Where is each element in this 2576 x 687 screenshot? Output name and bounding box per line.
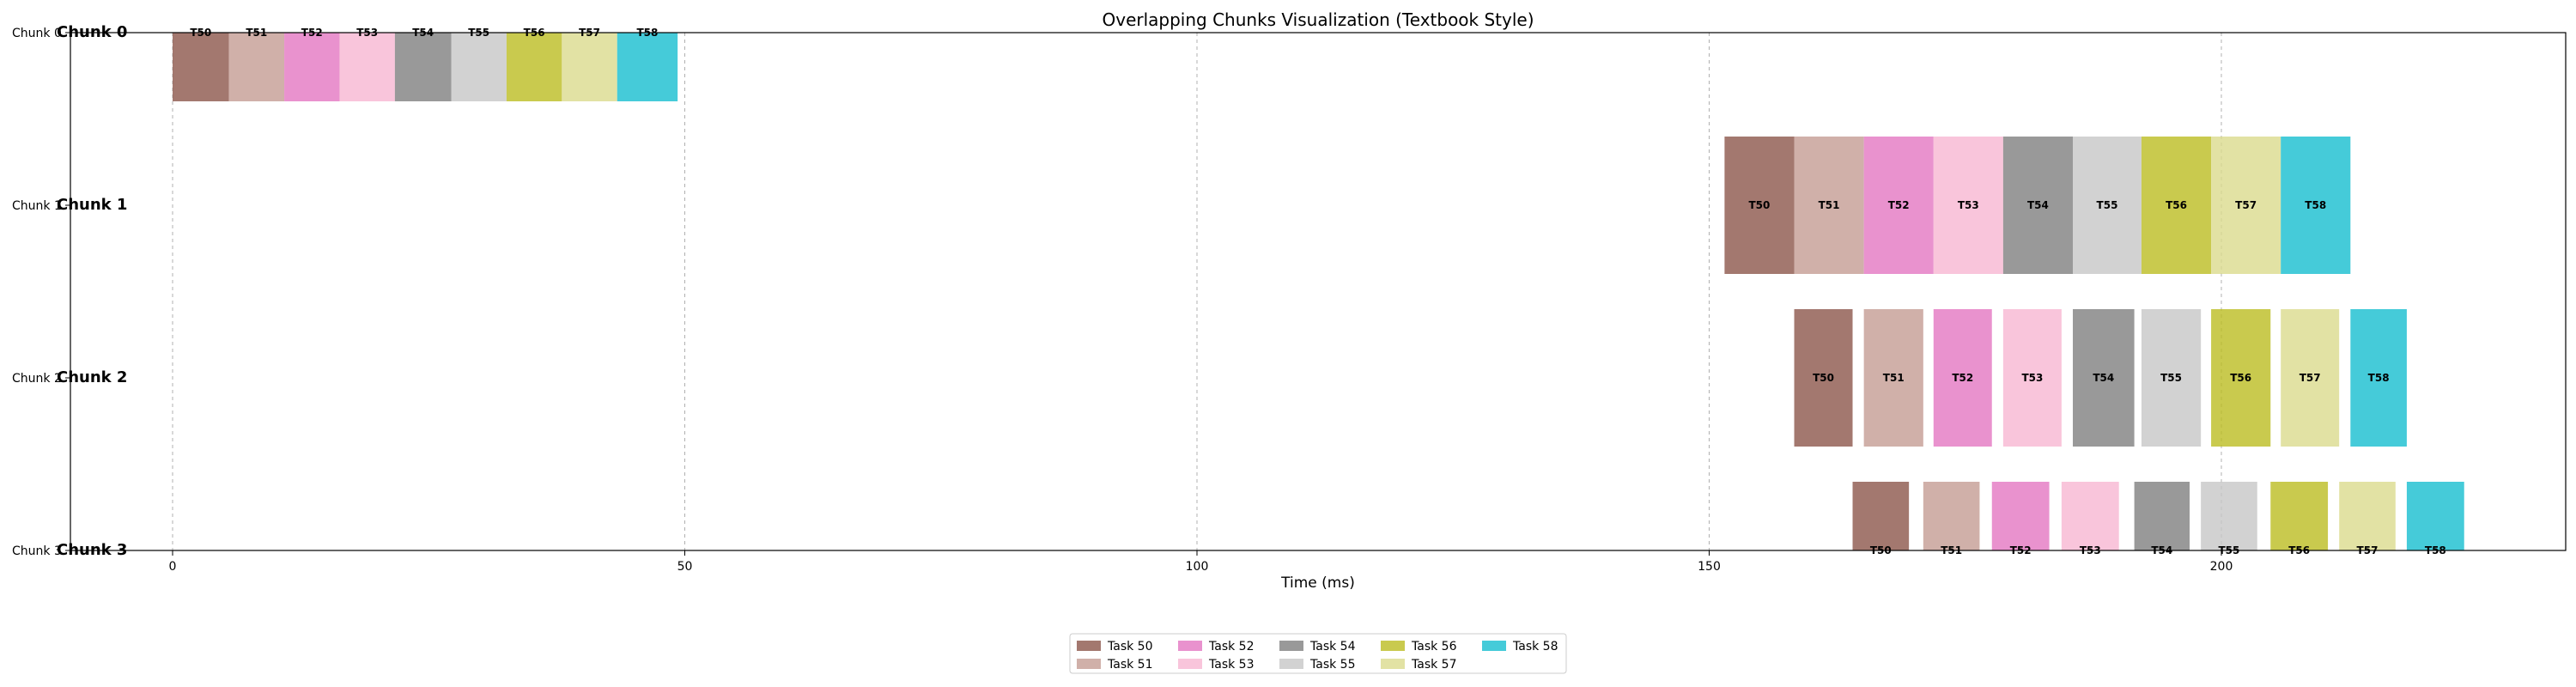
y-tick-label: Chunk 1 [12, 199, 62, 213]
legend-swatch [1178, 659, 1202, 669]
bar-label: T58 [2305, 199, 2326, 211]
task-bar [339, 33, 394, 101]
task-bar [2270, 482, 2328, 550]
legend-label: Task 58 [1512, 640, 1558, 654]
legend-label: Task 53 [1208, 658, 1254, 672]
bar-label: T58 [2368, 372, 2390, 384]
bar-label: T56 [2166, 199, 2187, 211]
task-bar [2407, 482, 2464, 550]
bar-label: T54 [2027, 199, 2049, 211]
bar-label: T55 [2160, 372, 2182, 384]
x-tick-label: 50 [677, 560, 693, 574]
task-bar [2339, 482, 2396, 550]
legend-swatch [1279, 659, 1303, 669]
task-bar [395, 33, 452, 101]
task-bar [1923, 482, 1980, 550]
y-tick-label: Chunk 0 [12, 27, 62, 40]
chunk-label: Chunk 2 [57, 368, 127, 386]
legend-swatch [1077, 659, 1101, 669]
task-bar [173, 33, 229, 101]
legend-label: Task 57 [1411, 658, 1456, 672]
legend-swatch [1482, 641, 1506, 651]
x-tick-label: 150 [1698, 560, 1721, 574]
task-bar [562, 33, 617, 101]
task-bar [2201, 482, 2257, 550]
bar-label: T50 [1749, 199, 1771, 211]
task-bar [2062, 482, 2119, 550]
chunk-label: Chunk 1 [57, 196, 127, 214]
legend-label: Task 54 [1309, 640, 1356, 654]
legend-label: Task 52 [1208, 640, 1254, 654]
legend-label: Task 51 [1107, 658, 1152, 672]
y-tick-label: Chunk 3 [12, 544, 62, 558]
legend-swatch [1381, 641, 1405, 651]
legend-label: Task 56 [1411, 640, 1457, 654]
legend-swatch [1381, 659, 1405, 669]
bar-label: T52 [1952, 372, 1973, 384]
bar-label: T56 [2230, 372, 2251, 384]
task-bar [451, 33, 506, 101]
bar-label: T51 [1819, 199, 1840, 211]
legend-swatch [1178, 641, 1202, 651]
task-bar [229, 33, 284, 101]
task-bar [1853, 482, 1910, 550]
task-bar [1992, 482, 2050, 550]
legend-label: Task 55 [1309, 658, 1355, 672]
bar-label: T55 [2097, 199, 2118, 211]
y-tick-label: Chunk 2 [12, 372, 62, 386]
bar-label: T54 [2093, 372, 2114, 384]
x-tick-label: 0 [169, 560, 177, 574]
bar-label: T53 [2021, 372, 2043, 384]
x-tick-label: 100 [1186, 560, 1209, 574]
chunk-label: Chunk 3 [57, 541, 127, 559]
bar-label: T50 [1813, 372, 1834, 384]
x-tick-label: 200 [2210, 560, 2233, 574]
task-bar [2135, 482, 2190, 550]
bar-label: T53 [1958, 199, 1979, 211]
chunk-label: Chunk 0 [57, 23, 127, 41]
bar-label: T57 [2300, 372, 2321, 384]
task-bar [284, 33, 339, 101]
x-axis-label: Time (ms) [1280, 575, 1355, 592]
legend-label: Task 50 [1107, 640, 1152, 654]
bar-label: T52 [1888, 199, 1910, 211]
bar-label: T51 [1883, 372, 1905, 384]
legend-swatch [1279, 641, 1303, 651]
task-bar [507, 33, 562, 101]
task-bar [617, 33, 677, 101]
bar-label: T57 [2235, 199, 2257, 211]
legend-swatch [1077, 641, 1101, 651]
chart-title: Overlapping Chunks Visualization (Textbo… [1102, 9, 1534, 30]
plot-frame [70, 33, 2566, 550]
